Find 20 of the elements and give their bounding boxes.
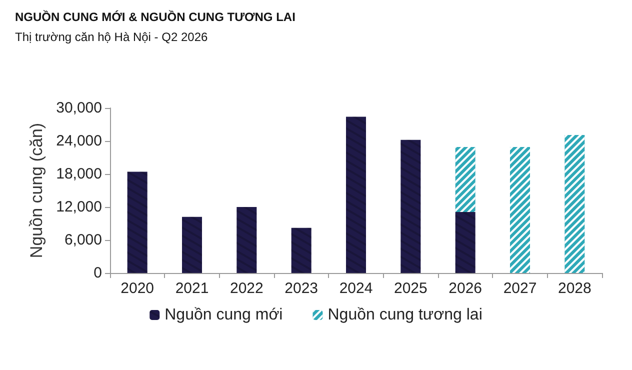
x-tick-label: 2027 bbox=[503, 280, 537, 297]
legend-label: Nguồn cung mới bbox=[164, 306, 283, 324]
x-tick-label: 2028 bbox=[558, 280, 592, 297]
x-tick-label: 2020 bbox=[120, 280, 154, 297]
x-tick-label: 2023 bbox=[284, 280, 318, 297]
y-tick-label: 6,000 bbox=[64, 232, 102, 248]
x-tick-label: 2021 bbox=[175, 280, 209, 297]
y-tick-label: 24,000 bbox=[56, 132, 102, 150]
y-tick-label: 0 bbox=[94, 264, 102, 282]
x-tick-label: 2025 bbox=[394, 280, 428, 297]
y-axis-title: Nguồn cung (căn) bbox=[27, 122, 46, 258]
x-tick-label: 2024 bbox=[339, 280, 373, 297]
x-tick-label: 2026 bbox=[448, 280, 482, 297]
y-tick-label: 30,000 bbox=[56, 100, 102, 116]
y-tick-label: 18,000 bbox=[56, 166, 102, 182]
chart-subtitle: Thị trường căn hộ Hà Nội - Q2 2026 bbox=[15, 30, 208, 44]
x-tick-label: 2022 bbox=[230, 280, 264, 297]
legend-label: Nguồn cung tương lai bbox=[328, 306, 482, 324]
y-tick-label: 12,000 bbox=[56, 198, 102, 216]
chart-title: NGUỒN CUNG MỚI & NGUỒN CUNG TƯƠNG LAI bbox=[15, 10, 296, 24]
